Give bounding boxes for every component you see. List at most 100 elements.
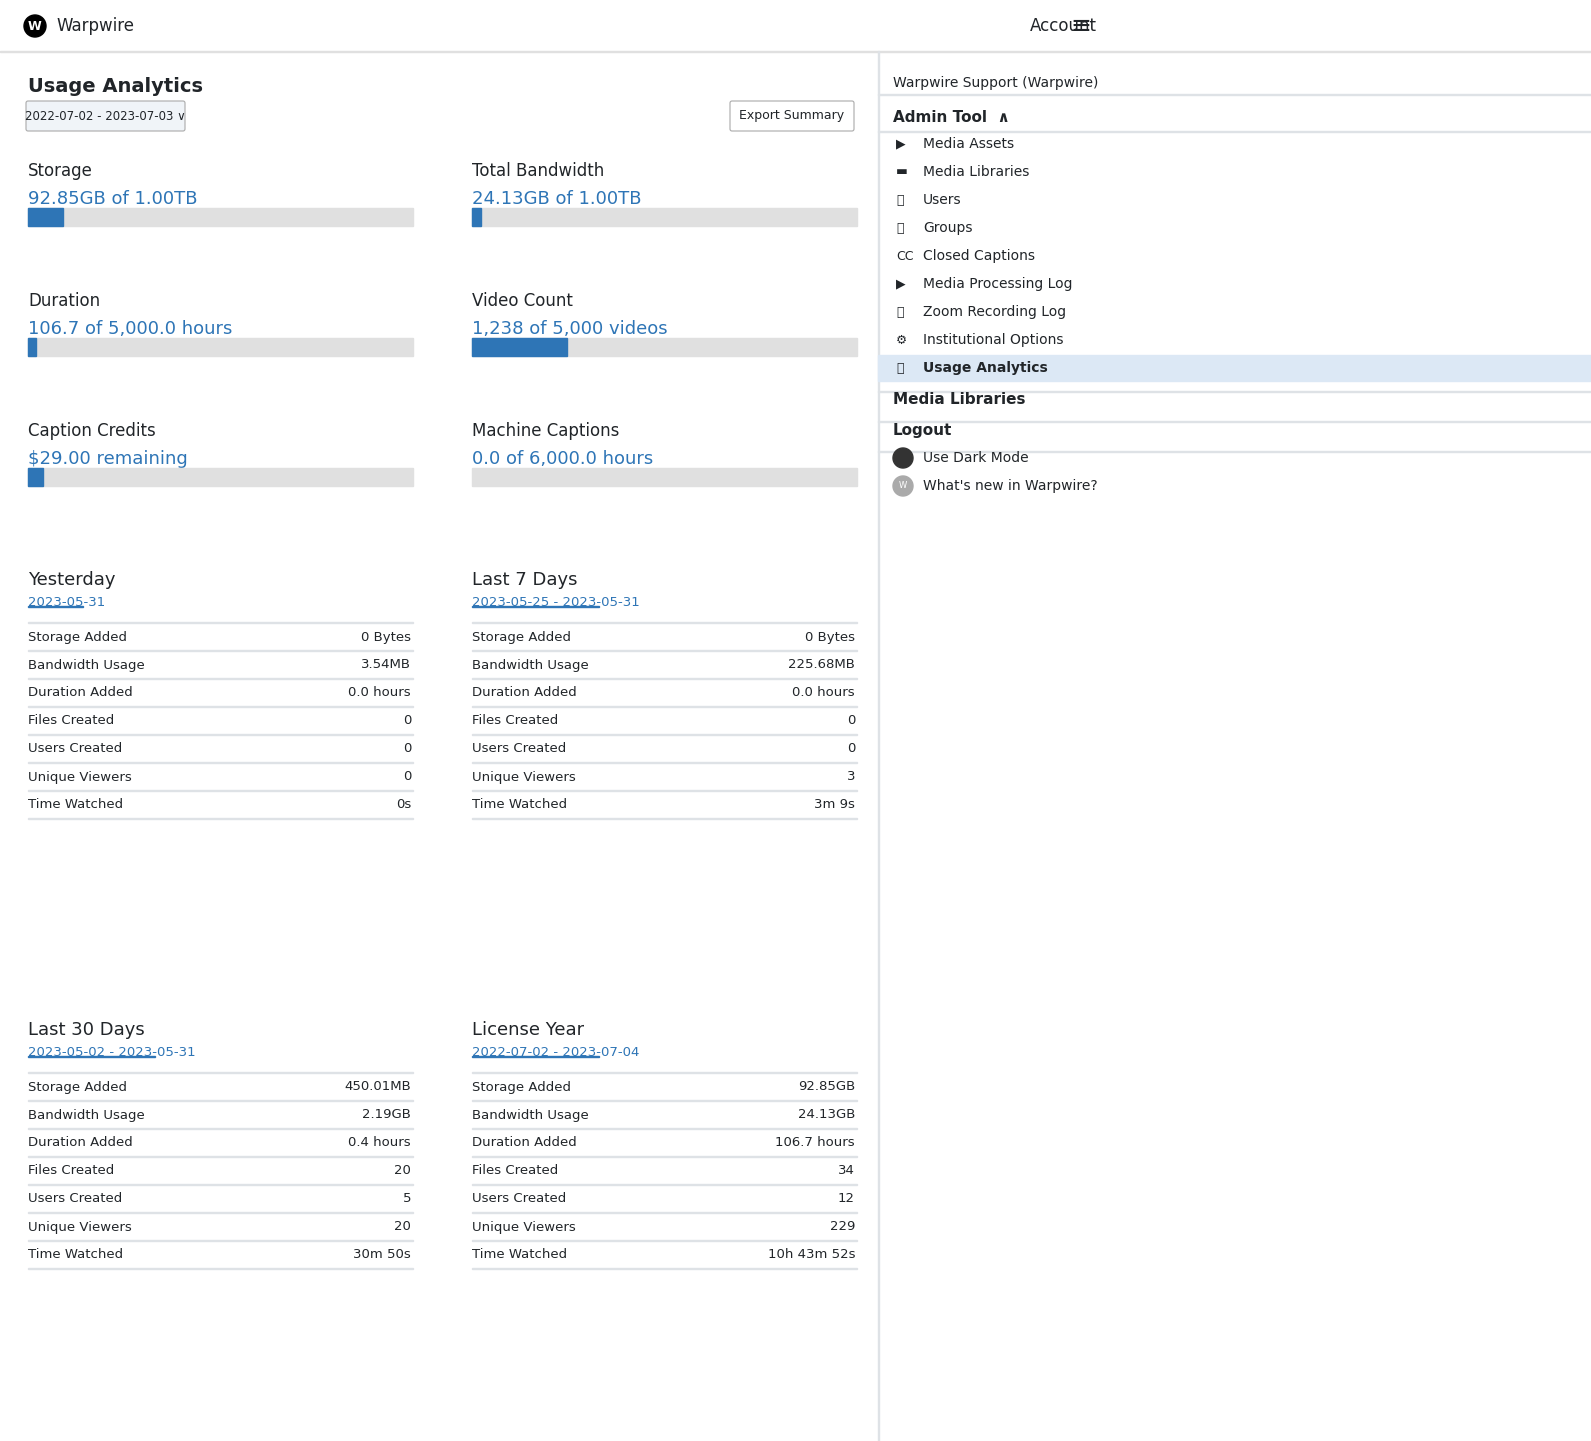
Text: Storage Added: Storage Added — [473, 1081, 571, 1094]
Text: ▶: ▶ — [896, 278, 905, 291]
Text: 2.19GB: 2.19GB — [363, 1108, 410, 1121]
Text: Users Created: Users Created — [473, 1193, 566, 1206]
Text: Account: Account — [1029, 17, 1098, 35]
Text: Time Watched: Time Watched — [29, 798, 123, 811]
Text: 0.0 of 6,000.0 hours: 0.0 of 6,000.0 hours — [473, 450, 654, 468]
Text: 106.7 of 5,000.0 hours: 106.7 of 5,000.0 hours — [29, 320, 232, 339]
Bar — [0, 0, 1591, 50]
Text: ≡: ≡ — [1071, 14, 1091, 37]
Text: 0.4 hours: 0.4 hours — [348, 1137, 410, 1150]
Text: 0 Bytes: 0 Bytes — [805, 631, 854, 644]
Text: Yesterday: Yesterday — [29, 571, 116, 589]
Text: Total Bandwidth: Total Bandwidth — [473, 161, 605, 180]
Text: Files Created: Files Created — [29, 1164, 115, 1177]
Text: 3m 9s: 3m 9s — [815, 798, 854, 811]
Text: 0s: 0s — [396, 798, 410, 811]
Text: Duration: Duration — [29, 293, 100, 310]
Text: Files Created: Files Created — [473, 715, 558, 728]
Text: 24.13GB: 24.13GB — [797, 1108, 854, 1121]
Bar — [29, 339, 37, 356]
Text: 3: 3 — [846, 771, 854, 784]
Text: 0.0 hours: 0.0 hours — [792, 686, 854, 699]
Text: Duration Added: Duration Added — [29, 686, 132, 699]
Text: 20: 20 — [395, 1164, 410, 1177]
Text: ⚙: ⚙ — [896, 333, 907, 346]
Text: Video Count: Video Count — [473, 293, 573, 310]
Text: Unique Viewers: Unique Viewers — [473, 1221, 576, 1233]
Text: 0: 0 — [846, 715, 854, 728]
Text: Export Summary: Export Summary — [740, 110, 845, 122]
Text: Unique Viewers: Unique Viewers — [29, 1221, 132, 1233]
Text: Logout: Logout — [893, 422, 953, 438]
Text: Usage Analytics: Usage Analytics — [923, 362, 1048, 375]
Bar — [29, 339, 414, 356]
Text: Storage Added: Storage Added — [29, 1081, 127, 1094]
Text: 2022-07-02 - 2023-07-04: 2022-07-02 - 2023-07-04 — [473, 1046, 640, 1059]
Text: What's new in Warpwire?: What's new in Warpwire? — [923, 478, 1098, 493]
Bar — [878, 50, 1591, 1441]
Circle shape — [893, 476, 913, 496]
Text: 0: 0 — [846, 742, 854, 755]
Text: 📊: 📊 — [896, 362, 904, 375]
Text: 34: 34 — [838, 1164, 854, 1177]
Text: 0: 0 — [403, 715, 410, 728]
Text: CC: CC — [896, 249, 913, 262]
Text: 👤: 👤 — [896, 193, 904, 206]
Text: Bandwidth Usage: Bandwidth Usage — [29, 1108, 145, 1121]
Text: Unique Viewers: Unique Viewers — [29, 771, 132, 784]
Text: Bandwidth Usage: Bandwidth Usage — [473, 659, 589, 672]
Text: Unique Viewers: Unique Viewers — [473, 771, 576, 784]
Text: ▬: ▬ — [896, 166, 908, 179]
Text: Media Libraries: Media Libraries — [893, 392, 1026, 408]
Text: Machine Captions: Machine Captions — [473, 422, 619, 440]
Text: Zoom Recording Log: Zoom Recording Log — [923, 305, 1066, 318]
Text: Media Assets: Media Assets — [923, 137, 1013, 151]
Text: 20: 20 — [395, 1221, 410, 1233]
Bar — [473, 208, 480, 226]
Circle shape — [893, 448, 913, 468]
Text: 24.13GB of 1.00TB: 24.13GB of 1.00TB — [473, 190, 641, 208]
Text: 2023-05-31: 2023-05-31 — [29, 597, 105, 610]
Text: 5: 5 — [403, 1193, 410, 1206]
Text: $29.00 remaining: $29.00 remaining — [29, 450, 188, 468]
Text: W: W — [29, 20, 41, 33]
Text: Duration Added: Duration Added — [29, 1137, 132, 1150]
Text: 2022-07-02 - 2023-07-03 ∨: 2022-07-02 - 2023-07-03 ∨ — [24, 110, 186, 122]
Text: Storage: Storage — [29, 161, 92, 180]
Text: 92.85GB: 92.85GB — [797, 1081, 854, 1094]
Text: W: W — [899, 481, 907, 490]
Text: Storage Added: Storage Added — [473, 631, 571, 644]
Text: Caption Credits: Caption Credits — [29, 422, 156, 440]
Text: 0: 0 — [403, 771, 410, 784]
Text: 225.68MB: 225.68MB — [788, 659, 854, 672]
Text: 229: 229 — [829, 1221, 854, 1233]
Text: Users Created: Users Created — [29, 1193, 123, 1206]
Bar — [473, 339, 858, 356]
Text: 450.01MB: 450.01MB — [344, 1081, 410, 1094]
Text: Time Watched: Time Watched — [473, 798, 566, 811]
Text: Last 7 Days: Last 7 Days — [473, 571, 578, 589]
Text: Warpwire Support (Warpwire): Warpwire Support (Warpwire) — [893, 76, 1098, 89]
Text: 0.0 hours: 0.0 hours — [348, 686, 410, 699]
FancyBboxPatch shape — [25, 101, 185, 131]
Text: Users Created: Users Created — [29, 742, 123, 755]
Text: Bandwidth Usage: Bandwidth Usage — [29, 659, 145, 672]
Text: 2023-05-02 - 2023-05-31: 2023-05-02 - 2023-05-31 — [29, 1046, 196, 1059]
Bar — [29, 208, 64, 226]
Text: Media Processing Log: Media Processing Log — [923, 277, 1072, 291]
Text: Last 30 Days: Last 30 Days — [29, 1022, 145, 1039]
Text: 0 Bytes: 0 Bytes — [361, 631, 410, 644]
Bar — [29, 468, 414, 486]
Text: Closed Captions: Closed Captions — [923, 249, 1036, 264]
Bar — [473, 339, 568, 356]
Text: Groups: Groups — [923, 220, 972, 235]
Text: Institutional Options: Institutional Options — [923, 333, 1063, 347]
Bar — [29, 468, 43, 486]
Text: 30m 50s: 30m 50s — [353, 1248, 410, 1261]
Text: 2023-05-25 - 2023-05-31: 2023-05-25 - 2023-05-31 — [473, 597, 640, 610]
Text: 1,238 of 5,000 videos: 1,238 of 5,000 videos — [473, 320, 668, 339]
Text: Duration Added: Duration Added — [473, 686, 578, 699]
Text: Storage Added: Storage Added — [29, 631, 127, 644]
Bar — [473, 208, 858, 226]
FancyBboxPatch shape — [730, 101, 854, 131]
